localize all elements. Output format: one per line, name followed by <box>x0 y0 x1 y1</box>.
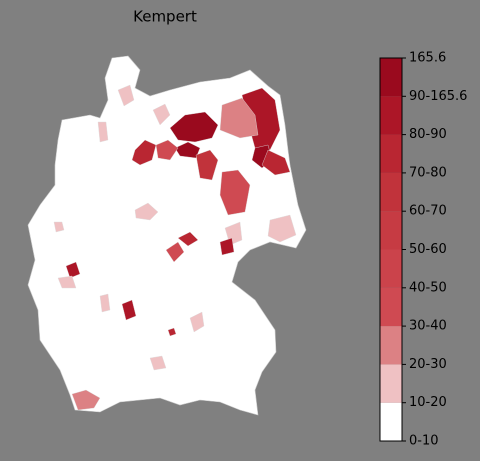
district <box>131 139 157 166</box>
district <box>189 311 205 333</box>
colorbar-label: 70-80 <box>409 165 447 180</box>
colorbar-bin <box>380 96 402 135</box>
colorbar-label: 10-20 <box>409 395 447 410</box>
district <box>267 214 297 243</box>
district <box>165 241 185 263</box>
district <box>167 327 177 337</box>
district <box>134 202 159 221</box>
colorbar-label: 40-50 <box>409 280 447 295</box>
colorbar-label: 80-90 <box>409 127 447 142</box>
colorbar-label: 60-70 <box>409 204 447 219</box>
district <box>71 389 101 411</box>
colorbar-bin <box>380 172 402 212</box>
district <box>261 149 291 176</box>
district <box>177 231 199 247</box>
district <box>219 169 251 216</box>
district <box>53 221 65 233</box>
district <box>155 139 179 161</box>
colorbar-bin <box>380 364 402 403</box>
colorbar-label: 0-10 <box>409 434 439 449</box>
colorbar-label: 20-30 <box>409 357 447 372</box>
colorbar-bin <box>380 58 402 97</box>
district <box>169 111 219 143</box>
colorbar: 0-10 10-20 20-30 30-40 40-50 50-60 60-70 70-80 8… <box>379 51 467 449</box>
colorbar-bin <box>380 402 402 441</box>
district <box>152 103 171 126</box>
district <box>174 141 201 159</box>
colorbar-bin <box>380 134 402 173</box>
map-title: Kempert <box>133 8 197 26</box>
district <box>219 237 235 256</box>
district <box>117 84 135 107</box>
district <box>149 355 167 371</box>
district <box>99 293 111 313</box>
district <box>219 97 259 139</box>
country-outline <box>27 55 307 416</box>
colorbar-bin <box>380 287 402 327</box>
district <box>97 121 109 143</box>
district <box>195 149 219 181</box>
district-layer <box>53 84 297 411</box>
district <box>65 261 81 279</box>
colorbar-label: 165.6 <box>409 51 446 66</box>
colorbar-bin <box>380 326 402 365</box>
colorbar-bin <box>380 211 402 250</box>
district <box>57 275 77 289</box>
district <box>121 299 137 321</box>
colorbar-label: 30-40 <box>409 319 447 334</box>
colorbar-label: 90-165.6 <box>409 89 467 104</box>
colorbar-bin <box>380 249 402 288</box>
colorbar-label: 50-60 <box>409 242 447 257</box>
